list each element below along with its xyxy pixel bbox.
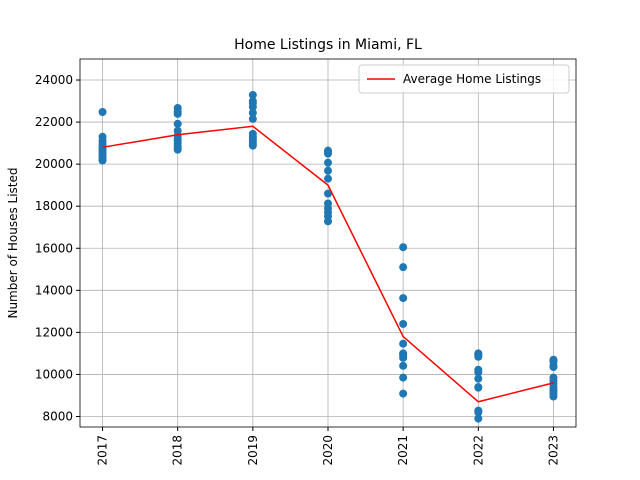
data-point — [474, 383, 483, 392]
y-tick-label: 12000 — [35, 325, 73, 339]
data-point — [399, 263, 408, 272]
y-tick-label: 16000 — [35, 241, 73, 255]
x-tick-label: 2020 — [321, 435, 335, 466]
data-point — [98, 107, 107, 116]
data-point — [248, 108, 257, 117]
x-tick-label: 2019 — [246, 435, 260, 466]
data-point — [399, 349, 408, 358]
x-tick-label: 2017 — [96, 435, 110, 466]
data-point — [399, 319, 408, 328]
data-point — [549, 387, 558, 396]
line — [102, 125, 554, 403]
data-point — [324, 189, 332, 198]
y-tick-label: 8000 — [42, 409, 73, 423]
data-point — [98, 156, 107, 165]
data-point — [248, 114, 257, 123]
data-point — [324, 174, 332, 183]
data-point — [399, 373, 408, 382]
y-tick-label: 10000 — [35, 367, 73, 381]
data-point — [324, 166, 332, 175]
data-point — [399, 361, 408, 370]
y-tick-label: 22000 — [35, 115, 73, 129]
data-point — [173, 145, 182, 154]
data-point — [173, 107, 182, 116]
x-tick-label: 2021 — [396, 435, 410, 466]
x-tick-label: 2023 — [546, 435, 560, 466]
data-point — [173, 119, 182, 128]
y-axis-label: Number of Houses Listed — [6, 167, 20, 318]
y-tick-label: 24000 — [35, 73, 73, 87]
plot-frame — [79, 58, 577, 428]
data-point — [399, 243, 408, 252]
data-point — [549, 357, 558, 366]
y-tick-label: 20000 — [35, 157, 73, 171]
data-point — [248, 132, 257, 141]
data-point — [474, 351, 483, 360]
data-point — [248, 141, 257, 150]
data-point — [474, 414, 483, 423]
data-point — [324, 158, 332, 167]
legend: Average Home Listings — [358, 64, 570, 94]
x-tick-label: 2022 — [471, 435, 485, 466]
chart-title: Home Listings in Miami, FL — [234, 37, 422, 53]
data-point — [399, 339, 408, 348]
legend-label: Average Home Listings — [403, 72, 541, 86]
data-point — [399, 389, 408, 398]
data-point — [248, 99, 257, 108]
y-tick-label: 14000 — [35, 283, 73, 297]
data-point — [474, 408, 483, 417]
data-point — [474, 368, 483, 377]
data-point — [248, 90, 257, 99]
data-point — [324, 217, 332, 226]
data-point — [324, 147, 332, 156]
x-tick-label: 2018 — [171, 435, 185, 466]
data-point — [474, 374, 483, 383]
data-point — [399, 294, 408, 303]
legend-box — [358, 64, 570, 94]
y-tick-label: 18000 — [35, 199, 73, 213]
